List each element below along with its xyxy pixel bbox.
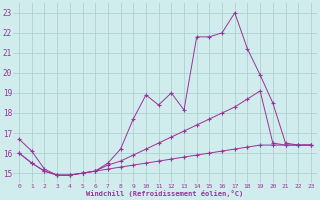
- X-axis label: Windchill (Refroidissement éolien,°C): Windchill (Refroidissement éolien,°C): [86, 190, 244, 197]
